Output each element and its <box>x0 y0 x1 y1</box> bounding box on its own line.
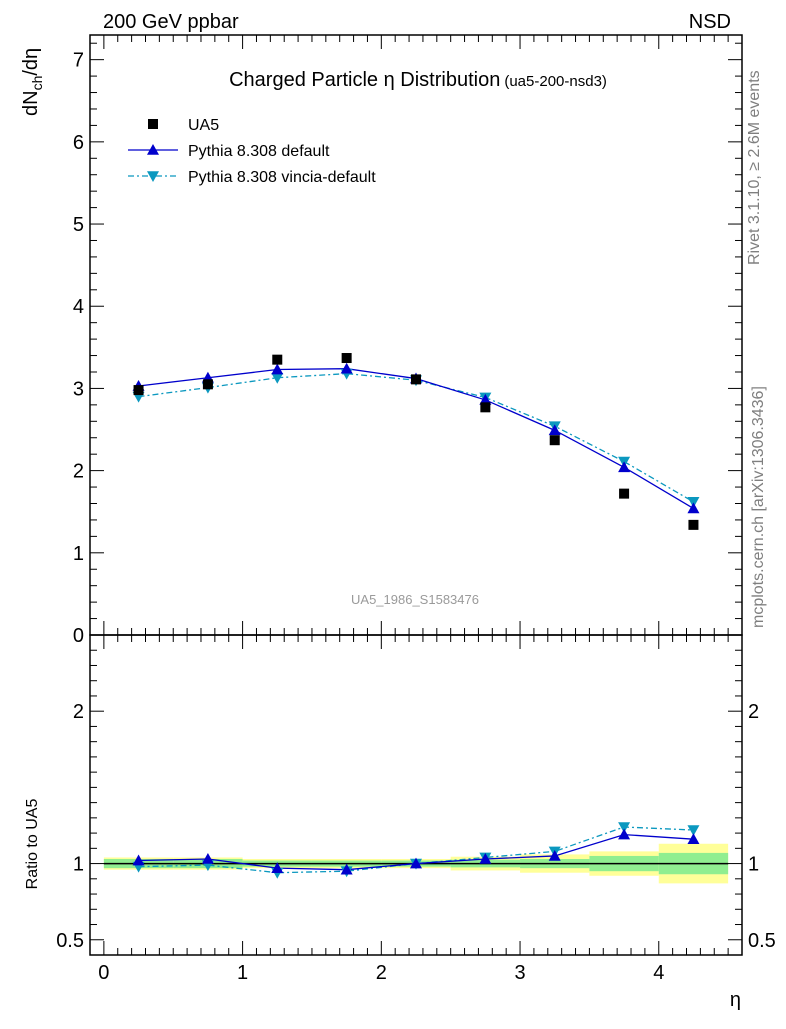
ua5-point <box>619 488 630 499</box>
default-line <box>138 368 694 509</box>
chart-title-main: Charged Particle η Distribution <box>229 69 500 91</box>
chart-title-sub: (ua5-200-nsd3) <box>504 73 607 90</box>
y-tick-label: 5 <box>73 214 84 236</box>
y-tick-label: 3 <box>73 378 84 400</box>
ratio-default-point <box>410 857 422 869</box>
legend-marker <box>148 119 158 129</box>
ratio-default-point <box>201 853 214 864</box>
ua5-point <box>549 435 560 446</box>
main-y-axis-label: dNch/dη <box>20 48 45 116</box>
ratio-vincia-line <box>138 826 694 874</box>
ua5-point <box>341 353 352 364</box>
legend-label: UA5 <box>188 117 219 134</box>
y-tick-label: 6 <box>73 132 84 154</box>
main-panel: 0 1 2 3 4 5 6 7 <box>73 34 743 647</box>
ua5-point <box>133 385 144 396</box>
legend-marker <box>147 171 159 182</box>
vincia-line <box>138 372 694 503</box>
x-tick-label: 4 <box>653 962 664 984</box>
x-tick-label: 1 <box>237 962 248 984</box>
ua5-point <box>411 374 421 385</box>
ratio-vincia-point <box>618 822 631 833</box>
mcplots-label: mcplots.cern.ch [arXiv:1306.3436] <box>750 386 767 628</box>
y-tick-label: 4 <box>73 296 84 318</box>
legend-label: Pythia 8.308 default <box>188 143 330 160</box>
ratio-y-axis-label: Ratio to UA5 <box>24 799 41 890</box>
header-left: 200 GeV ppbar <box>103 11 239 33</box>
default-point <box>479 393 492 405</box>
ratio-default-point <box>687 833 700 844</box>
legend-label: Pythia 8.308 vincia-default <box>188 169 376 186</box>
ratio-y-tick-label: 2 <box>748 701 759 723</box>
y-tick-label: 1 <box>73 543 84 565</box>
legend: UA5 Pythia 8.308 default Pythia 8.308 vinc… <box>128 117 376 186</box>
ratio-vincia-point <box>687 825 700 837</box>
ratio-default-point <box>479 853 492 864</box>
y-tick-label: 2 <box>73 461 84 483</box>
ratio-default-point <box>132 854 145 866</box>
ratio-panel: 0 1 2 3 4 0.5 0.5 1 1 2 2 <box>56 634 776 984</box>
ratio-frame <box>89 634 743 956</box>
x-tick-label: 2 <box>376 962 387 984</box>
ua5-point <box>272 354 283 365</box>
y-tick-label: 0 <box>73 625 84 647</box>
x-tick-label: 0 <box>98 962 109 984</box>
ua5-point <box>688 519 699 530</box>
ua5-point <box>480 402 491 413</box>
vincia-point <box>271 372 284 384</box>
ratio-default-point <box>618 828 631 840</box>
ratio-default-point <box>548 849 561 861</box>
default-point <box>687 502 700 514</box>
chart-title: Charged Particle η Distribution (ua5-200-… <box>229 69 607 91</box>
x-tick-label: 3 <box>514 962 525 984</box>
ratio-default-point <box>271 862 284 873</box>
ratio-default-point <box>340 863 353 875</box>
ratio-y-tick-label: 1 <box>73 854 84 876</box>
ua5-point <box>202 379 213 390</box>
default-point <box>271 363 284 375</box>
default-point <box>618 461 631 473</box>
header-right: NSD <box>689 11 731 33</box>
ratio-y-tick-label: 0.5 <box>56 930 84 952</box>
legend-marker <box>147 144 159 155</box>
y-tick-label: 7 <box>73 50 84 72</box>
rivet-label: Rivet 3.1.10, ≥ 2.6M events <box>746 70 763 265</box>
x-axis-label: η <box>730 989 741 1011</box>
ratio-y-tick-label: 0.5 <box>748 930 776 952</box>
ratio-y-tick-label: 1 <box>748 854 759 876</box>
default-point <box>548 424 561 436</box>
ratio-y-tick-label: 2 <box>73 701 84 723</box>
default-point <box>340 362 353 374</box>
watermark: UA5_1986_S1583476 <box>351 592 479 607</box>
